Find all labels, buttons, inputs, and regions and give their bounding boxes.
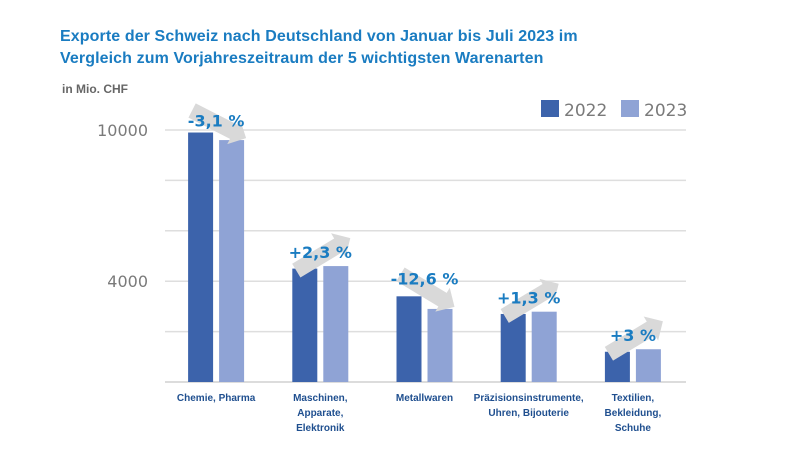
change-arrow-icon	[188, 103, 247, 145]
bar-2023	[635, 349, 661, 382]
bar-2022	[500, 313, 526, 382]
bar-2023	[323, 266, 349, 382]
category-label: Schuhe	[615, 423, 652, 434]
chart-title: Exporte der Schweiz nach Deutschland von…	[60, 26, 578, 70]
y-tick-label: 10000	[97, 121, 148, 140]
category-label: Chemie, Pharma	[177, 393, 256, 404]
category-label: Apparate,	[297, 408, 343, 419]
legend-label-2023: 2023	[644, 101, 687, 121]
category-label: Textilien,	[612, 393, 655, 404]
bar-2023	[531, 311, 557, 382]
category-label: Elektronik	[296, 423, 345, 434]
title-line-2: Vergleich zum Vorjahreszeitraum der 5 wi…	[60, 50, 544, 67]
change-arrow-icon	[292, 233, 351, 278]
bar-2023	[427, 308, 453, 382]
category-label: Metallwaren	[396, 393, 453, 404]
change-arrow-icon	[500, 278, 559, 323]
category-label: Bekleidung,	[605, 408, 662, 419]
legend-swatch-2022	[541, 100, 559, 117]
bar-2023	[219, 140, 245, 382]
change-percent-label: +2,3 %	[289, 243, 352, 262]
legend-label-2022: 2022	[564, 101, 607, 121]
bar-2022	[396, 296, 422, 382]
change-arrow-icon	[396, 267, 455, 312]
bar-2022	[188, 132, 214, 382]
y-tick-label: 4000	[107, 272, 148, 291]
title-line-1: Exporte der Schweiz nach Deutschland von…	[60, 28, 578, 45]
change-percent-label: +3 %	[610, 326, 656, 345]
category-label: Uhren, Bijouterie	[488, 408, 569, 419]
bar-2022	[292, 268, 318, 382]
category-label: Maschinen,	[293, 393, 348, 404]
change-percent-label: +1,3 %	[497, 289, 560, 308]
category-label: Präzisionsinstrumente,	[474, 393, 584, 404]
change-arrow-icon	[604, 316, 663, 361]
legend-swatch-2023	[621, 100, 639, 117]
change-percent-label: -3,1 %	[188, 112, 245, 131]
change-percent-label: -12,6 %	[391, 269, 459, 288]
y-axis-unit-label: in Mio. CHF	[62, 82, 128, 96]
